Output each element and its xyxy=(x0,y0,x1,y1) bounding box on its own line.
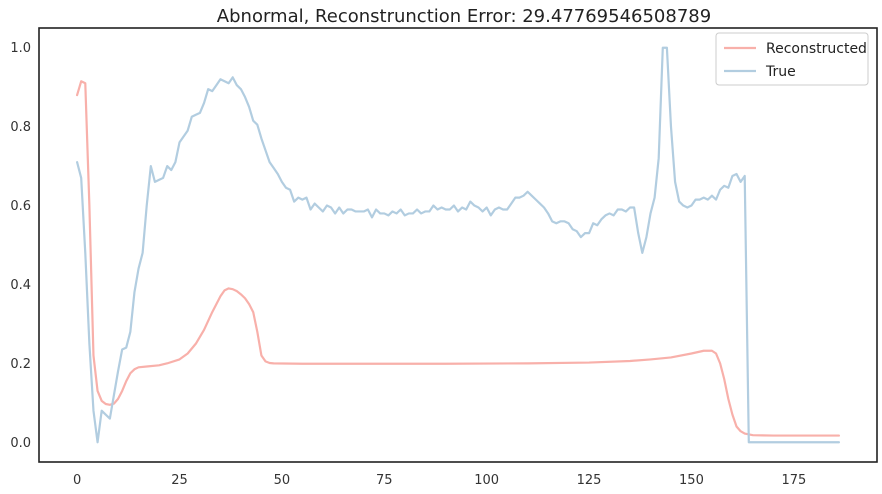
x-tick-label: 125 xyxy=(577,473,602,488)
chart-title: Abnormal, Reconstrunction Error: 29.4776… xyxy=(217,6,711,27)
y-tick-label: 0.6 xyxy=(10,199,31,214)
legend: Reconstructed True xyxy=(715,32,869,86)
plot-frame xyxy=(38,27,878,463)
x-tick-label: 50 xyxy=(274,473,291,488)
x-tick-label: 175 xyxy=(781,473,806,488)
x-tick-label: 100 xyxy=(474,473,499,488)
legend-label-true: True xyxy=(765,64,796,80)
x-tick-label: 25 xyxy=(171,473,188,488)
series-line-reconstructed xyxy=(75,80,841,437)
y-tick-label: 0.8 xyxy=(10,120,31,135)
x-tick-label: 150 xyxy=(679,473,704,488)
y-tick-label: 0.2 xyxy=(10,357,31,372)
series-line-true xyxy=(75,46,841,444)
x-tick-label: 0 xyxy=(73,473,81,488)
legend-label-reconstructed: Reconstructed xyxy=(766,41,867,57)
ticks-layer: 0 25 50 75 100 125 150 175 0.0 0.2 0.4 0.6 0.8 1.0 xyxy=(10,41,806,488)
y-tick-label: 1.0 xyxy=(10,41,31,56)
x-tick-label: 75 xyxy=(376,473,393,488)
y-tick-label: 0.0 xyxy=(10,436,31,451)
y-tick-label: 0.4 xyxy=(10,278,31,293)
series-layer xyxy=(75,46,841,444)
